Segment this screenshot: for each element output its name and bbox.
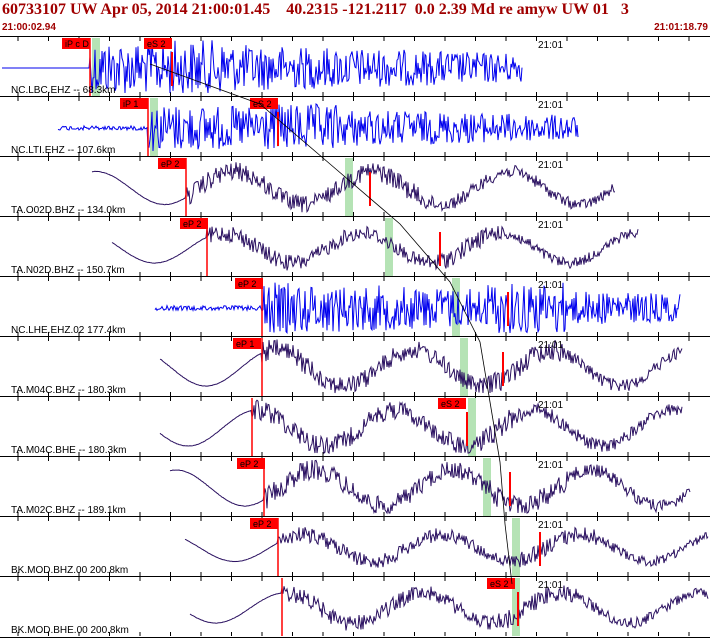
channel-label-text: TA.M04C.BHE -- 180.3km [11, 445, 126, 456]
waveform-trace [159, 399, 683, 455]
pick-flag-label: eS 2 [253, 99, 272, 109]
channel-label: NC.LHE.EHZ.02 177.4km [11, 325, 126, 336]
channel-label-text: BK.MOD.BHE.00 200.8km [11, 625, 129, 636]
channel-row[interactable]: iP 1 eS 2 21:01 NC.LTI.EHZ -- 107.6km [0, 96, 710, 157]
channel-row[interactable]: eP 2 21:01 TA.N02D.BHZ -- 150.7km [0, 216, 710, 277]
waveform-trace [111, 225, 639, 271]
pick-flag-label: iP 1 [123, 99, 138, 109]
pick-flag-label: eP 2 [183, 219, 201, 229]
waveform-trace [91, 162, 615, 214]
time-ticks [17, 457, 690, 516]
channel-label-text: TA.O02D.BHZ -- 134.0km [11, 205, 125, 216]
waveform-trace [169, 459, 691, 515]
channel-label-text: NC.LBC.EHZ -- 68.3km [11, 85, 115, 96]
p-pick-flag[interactable]: eP 2 [158, 158, 186, 169]
p-pick-flag[interactable]: iP c D [62, 38, 90, 49]
pick-flag-label: eS 2 [147, 39, 166, 49]
channel-label-text: TA.N02D.BHZ -- 150.7km [11, 265, 125, 276]
p-pick-flag[interactable]: eP 2 [250, 518, 278, 529]
channel-row[interactable]: eS 2 21:01 BK.MOD.BHE.00 200.8km [0, 576, 710, 637]
row-time-label: 21:01 [538, 100, 563, 111]
pick-flag-label: eP 1 [236, 339, 254, 349]
pick-window [512, 518, 520, 576]
channel-row[interactable]: eP 2 21:01 BK.MOD.BHZ.00 200.8km [0, 516, 710, 577]
time-ticks [17, 577, 690, 636]
channel-row[interactable]: iP c D eS 2 21:01 NC.LBC.EHZ -- 68.3km [0, 36, 710, 97]
p-pick-flag[interactable]: eP 1 [233, 338, 261, 349]
event-title: 60733107 UW Apr 05, 2014 21:00:01.45 40.… [2, 1, 629, 18]
header-bar: 60733107 UW Apr 05, 2014 21:00:01.45 40.… [0, 0, 710, 36]
window-end-time: 21:01:18.79 [654, 22, 708, 33]
p-pick-flag[interactable]: eP 2 [235, 278, 263, 289]
time-ticks [17, 517, 690, 576]
row-time-label: 21:01 [538, 280, 563, 291]
channel-label: TA.M04C.BHZ -- 180.3km [11, 385, 126, 396]
waveform-trace [154, 282, 681, 334]
waveform-trace [2, 40, 523, 94]
time-ticks [17, 37, 690, 96]
channel-label: NC.LTI.EHZ -- 107.6km [11, 145, 115, 156]
time-ticks [17, 97, 690, 156]
channel-row[interactable]: eP 2 21:01 TA.O02D.BHZ -- 134.0km [0, 156, 710, 217]
pick-flag-label: eP 2 [240, 459, 258, 469]
travel-time-curve [149, 63, 513, 585]
window-start-time: 21:00:02.94 [2, 22, 56, 33]
channel-label-text: TA.M02C.BHZ -- 189.1km [11, 505, 126, 516]
s-pick-flag[interactable]: eS 2 [144, 38, 172, 49]
time-ticks [17, 217, 690, 276]
waveform-trace [184, 526, 709, 568]
pick-flag-label: iP c D [65, 39, 89, 49]
channel-label-text: NC.LHE.EHZ.02 177.4km [11, 325, 126, 336]
seismogram-panel[interactable]: iP c D eS 2 21:01 NC.LBC.EHZ -- 68.3km iP 1 e… [0, 36, 710, 638]
pick-flag-label: eS 2 [490, 579, 509, 589]
row-time-label: 21:01 [538, 520, 563, 531]
pick-flag-label: eP 2 [161, 159, 179, 169]
pick-window [468, 398, 476, 456]
pick-flag-label: eP 2 [238, 279, 256, 289]
row-time-label: 21:01 [538, 460, 563, 471]
channel-label-text: TA.M04C.BHZ -- 180.3km [11, 385, 126, 396]
channel-label: BK.MOD.BHE.00 200.8km [11, 625, 129, 636]
time-ticks [17, 277, 690, 336]
pick-window [150, 98, 158, 156]
pick-window [452, 278, 460, 336]
waveform-trace [57, 103, 579, 152]
channel-label: NC.LBC.EHZ -- 68.3km [11, 85, 115, 96]
pick-window [512, 578, 520, 636]
p-pick-flag[interactable]: eP 2 [180, 218, 208, 229]
channel-label: TA.M04C.BHE -- 180.3km [11, 445, 126, 456]
row-time-label: 21:01 [538, 580, 563, 591]
channel-row[interactable]: eP 1 21:01 TA.M04C.BHZ -- 180.3km [0, 336, 710, 397]
channel-label: TA.M02C.BHZ -- 189.1km [11, 505, 126, 516]
channel-row[interactable]: eP 2 21:01 NC.LHE.EHZ.02 177.4km [0, 276, 710, 337]
p-pick-flag[interactable]: iP 1 [120, 98, 148, 109]
p-pick-flag[interactable]: eP 2 [237, 458, 265, 469]
s-pick-flag[interactable]: eS 2 [438, 398, 466, 409]
time-ticks [17, 337, 690, 396]
waveform-trace [159, 339, 683, 394]
s-pick-flag[interactable]: eS 2 [487, 578, 515, 589]
channel-row[interactable]: eP 2 21:01 TA.M02C.BHZ -- 189.1km [0, 456, 710, 517]
row-time-label: 21:01 [538, 400, 563, 411]
pick-flag-label: eP 2 [253, 519, 271, 529]
s-pick-flag[interactable]: eS 2 [250, 98, 278, 109]
row-time-label: 21:01 [538, 340, 563, 351]
waveform-trace [189, 585, 709, 631]
pick-flag-label: eS 2 [441, 399, 460, 409]
pick-window [92, 38, 100, 96]
pick-window [460, 338, 468, 396]
channel-row[interactable]: eS 2 21:01 TA.M04C.BHE -- 180.3km [0, 396, 710, 457]
row-time-label: 21:01 [538, 220, 563, 231]
row-time-label: 21:01 [538, 40, 563, 51]
row-time-label: 21:01 [538, 160, 563, 171]
channel-label: TA.N02D.BHZ -- 150.7km [11, 265, 125, 276]
time-ticks [17, 157, 690, 216]
channel-label-text: BK.MOD.BHZ.00 200.8km [11, 565, 128, 576]
channel-label: BK.MOD.BHZ.00 200.8km [11, 565, 128, 576]
channel-label: TA.O02D.BHZ -- 134.0km [11, 205, 125, 216]
channel-label-text: NC.LTI.EHZ -- 107.6km [11, 145, 115, 156]
